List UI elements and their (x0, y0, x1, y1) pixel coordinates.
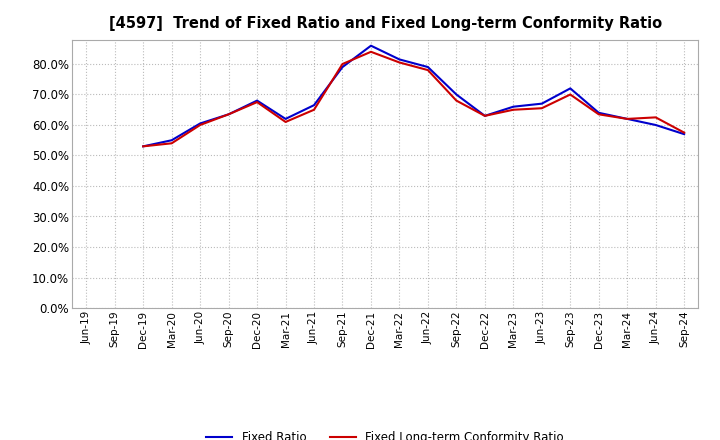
Fixed Long-term Conformity Ratio (282, 119, 290, 125)
Fixed Long-term Conformity Ratio (480, 113, 489, 118)
Fixed Long-term Conformity Ratio (225, 112, 233, 117)
Fixed Long-term Conformity Ratio (310, 107, 318, 112)
Fixed Ratio (566, 86, 575, 91)
Fixed Long-term Conformity Ratio (680, 130, 688, 135)
Line: Fixed Ratio: Fixed Ratio (143, 46, 684, 147)
Fixed Ratio (253, 98, 261, 103)
Fixed Long-term Conformity Ratio (452, 98, 461, 103)
Fixed Ratio (595, 110, 603, 115)
Fixed Long-term Conformity Ratio (366, 49, 375, 55)
Fixed Long-term Conformity Ratio (537, 106, 546, 111)
Fixed Ratio (282, 116, 290, 121)
Fixed Long-term Conformity Ratio (566, 92, 575, 97)
Fixed Ratio (623, 116, 631, 121)
Fixed Long-term Conformity Ratio (423, 67, 432, 73)
Fixed Long-term Conformity Ratio (167, 141, 176, 146)
Fixed Ratio (395, 57, 404, 62)
Fixed Long-term Conformity Ratio (253, 99, 261, 105)
Fixed Ratio (310, 103, 318, 108)
Fixed Long-term Conformity Ratio (139, 144, 148, 149)
Fixed Long-term Conformity Ratio (338, 61, 347, 66)
Fixed Ratio (225, 112, 233, 117)
Fixed Long-term Conformity Ratio (196, 122, 204, 128)
Fixed Long-term Conformity Ratio (595, 112, 603, 117)
Title: [4597]  Trend of Fixed Ratio and Fixed Long-term Conformity Ratio: [4597] Trend of Fixed Ratio and Fixed Lo… (109, 16, 662, 32)
Fixed Long-term Conformity Ratio (652, 115, 660, 120)
Fixed Ratio (509, 104, 518, 109)
Fixed Ratio (680, 132, 688, 137)
Fixed Long-term Conformity Ratio (395, 60, 404, 65)
Legend: Fixed Ratio, Fixed Long-term Conformity Ratio: Fixed Ratio, Fixed Long-term Conformity … (202, 427, 569, 440)
Fixed Ratio (452, 92, 461, 97)
Fixed Long-term Conformity Ratio (509, 107, 518, 112)
Fixed Ratio (480, 113, 489, 118)
Fixed Ratio (338, 64, 347, 70)
Fixed Ratio (196, 121, 204, 126)
Line: Fixed Long-term Conformity Ratio: Fixed Long-term Conformity Ratio (143, 52, 684, 147)
Fixed Long-term Conformity Ratio (623, 116, 631, 121)
Fixed Ratio (537, 101, 546, 106)
Fixed Ratio (167, 138, 176, 143)
Fixed Ratio (652, 122, 660, 128)
Fixed Ratio (139, 144, 148, 149)
Fixed Ratio (423, 64, 432, 70)
Fixed Ratio (366, 43, 375, 48)
